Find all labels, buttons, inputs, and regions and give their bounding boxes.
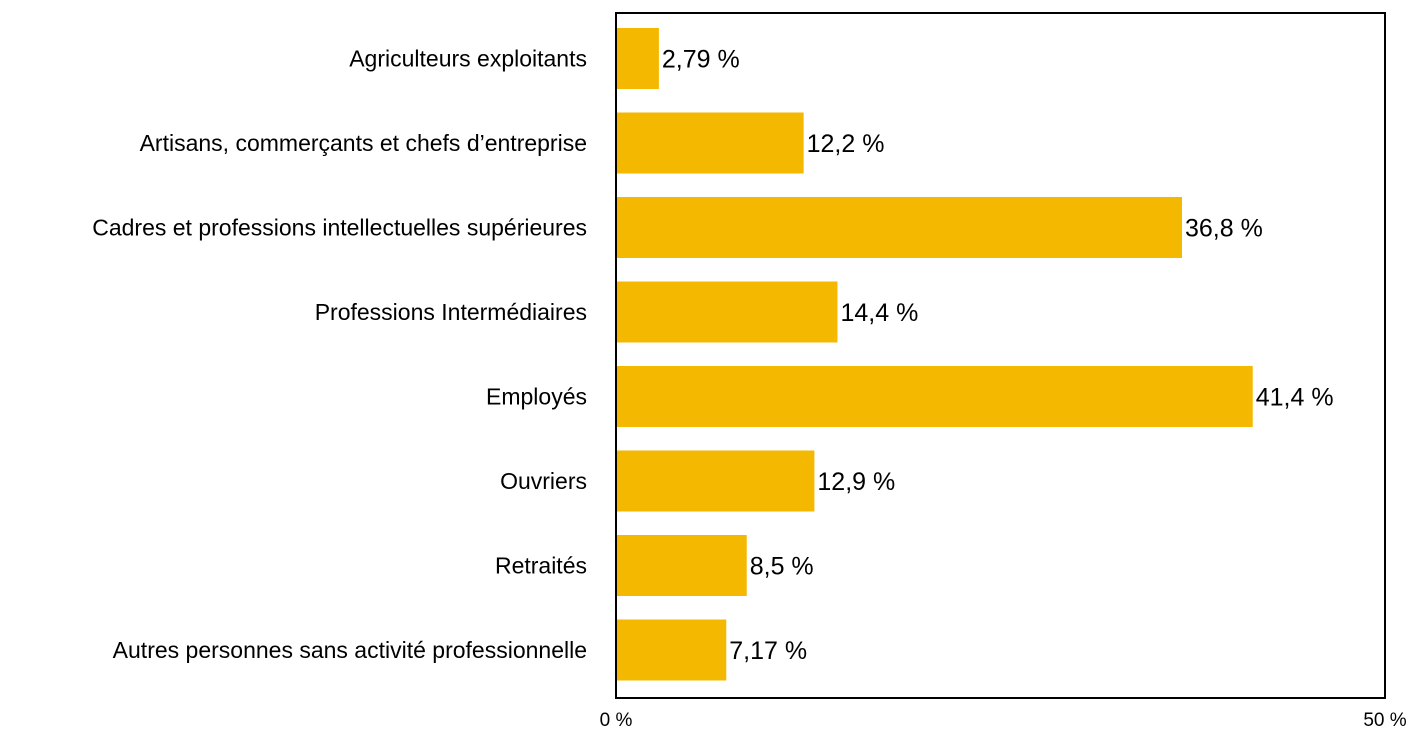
bars-group [617,28,1253,681]
bar-4 [617,366,1253,427]
value-label-7: 7,17 % [729,637,807,665]
value-label-5: 12,9 % [817,468,895,496]
category-label-7: Autres personnes sans activité professio… [113,637,587,663]
bar-1 [617,112,804,174]
value-label-4: 41,4 % [1256,384,1334,412]
value-label-1: 12,2 % [807,130,885,158]
category-label-4: Employés [486,384,587,410]
category-label-1: Artisans, commerçants et chefs d’entrepr… [140,130,587,156]
value-labels-group: 2,79 % 12,2 % 36,8 % 14,4 % 41,4 % 12,9 % 8,5 … [662,46,1334,666]
bar-5 [617,450,815,512]
category-label-2: Cadres et professions intellectuelles su… [92,215,587,241]
category-label-5: Ouvriers [500,468,587,494]
category-label-6: Retraités [495,553,587,579]
bar-0 [617,28,659,89]
category-label-0: Agriculteurs exploitants [349,46,587,72]
bar-3 [617,281,838,343]
x-tick-label-max: 50 % [1363,710,1406,729]
bar-7 [617,619,727,681]
category-labels-group: Agriculteurs exploitants Artisans, commer… [92,46,587,664]
value-label-2: 36,8 % [1185,215,1263,243]
bar-6 [617,535,747,596]
bar-2 [617,197,1182,258]
value-label-0: 2,79 % [662,46,740,74]
x-tick-label-min: 0 % [600,710,633,729]
value-label-6: 8,5 % [750,553,814,581]
value-label-3: 14,4 % [840,299,918,327]
category-label-3: Professions Intermédiaires [315,299,587,325]
plot-frame [615,12,1386,699]
